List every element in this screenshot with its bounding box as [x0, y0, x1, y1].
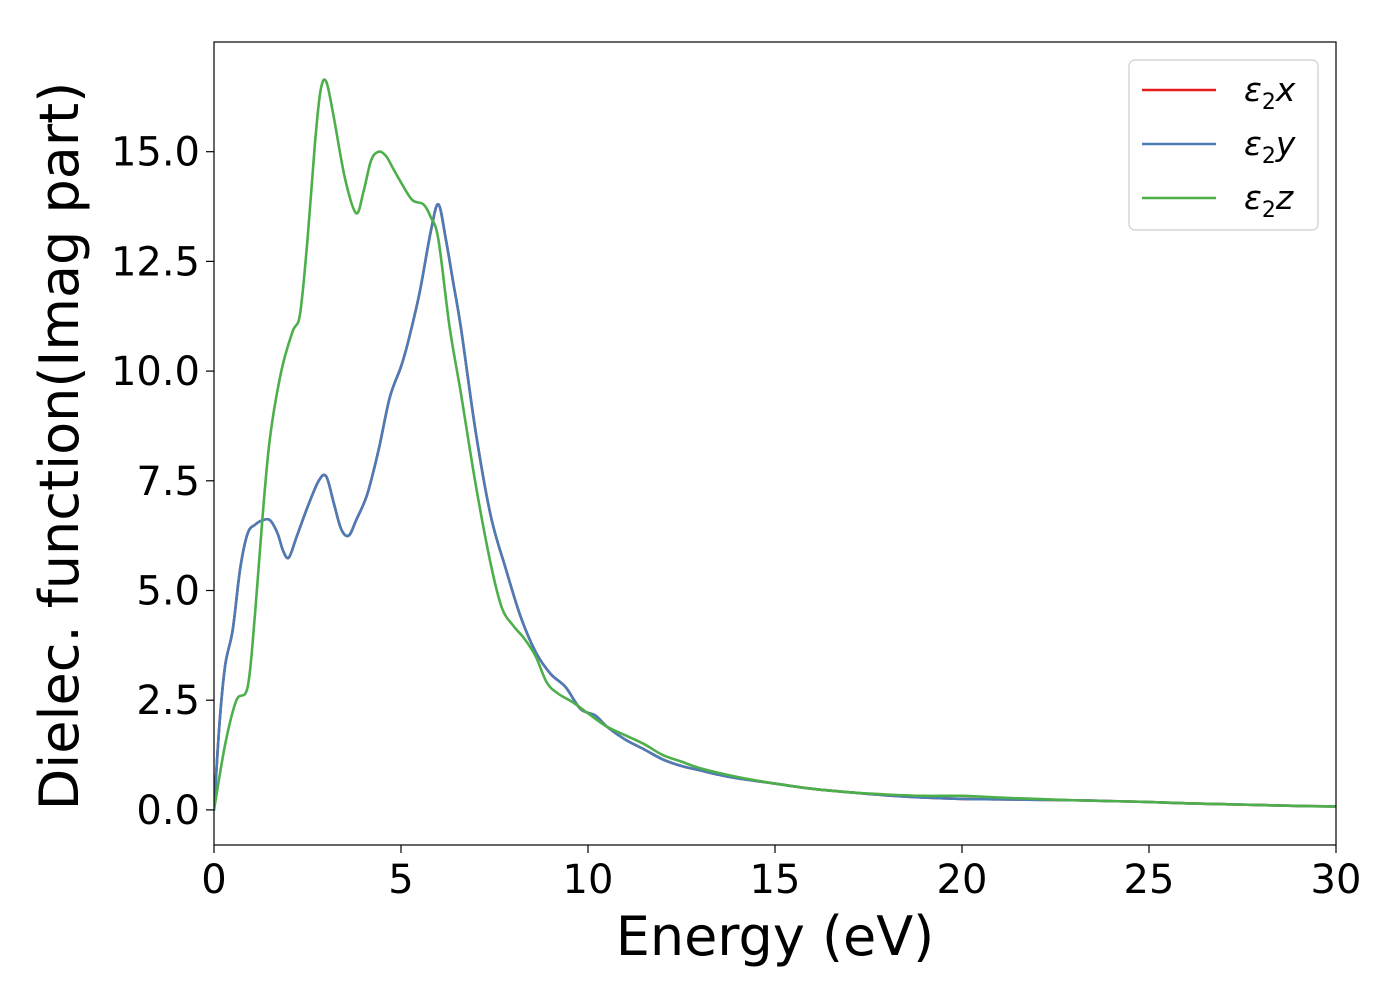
x-tick-label: 10	[563, 857, 614, 903]
y-tick-label: 0.0	[136, 788, 200, 834]
x-tick-label: 30	[1311, 857, 1362, 903]
y-axis: 0.0 2.5 5.0 7.5 10.0 12.5 15.0	[111, 130, 214, 834]
y-tick-label: 5.0	[136, 568, 200, 614]
y-tick-label: 10.0	[111, 349, 200, 395]
x-tick-label: 0	[201, 857, 226, 903]
x-tick-label: 5	[388, 857, 413, 903]
x-tick-label: 25	[1124, 857, 1175, 903]
legend: ε2x ε2y ε2z	[1128, 59, 1319, 231]
y-tick-label: 12.5	[111, 239, 200, 285]
series-layer	[214, 78, 1336, 812]
x-axis-label: Energy (eV)	[616, 905, 935, 968]
y-tick-label: 2.5	[136, 678, 200, 724]
x-tick-label: 20	[937, 857, 988, 903]
legend-label-x: ε2x	[1244, 70, 1296, 115]
legend-label-y: ε2y	[1244, 124, 1296, 169]
y-tick-label: 7.5	[136, 459, 200, 505]
x-axis: 0 5 10 15 20 25 30	[201, 845, 1361, 903]
x-tick-label: 15	[750, 857, 801, 903]
series-line-y	[214, 203, 1336, 812]
series-line-z	[214, 78, 1336, 812]
y-axis-label: Dielec. function(Imag part)	[28, 82, 91, 811]
legend-frame	[1128, 59, 1319, 231]
legend-label-z: ε2z	[1244, 178, 1294, 223]
y-tick-label: 15.0	[111, 130, 200, 176]
